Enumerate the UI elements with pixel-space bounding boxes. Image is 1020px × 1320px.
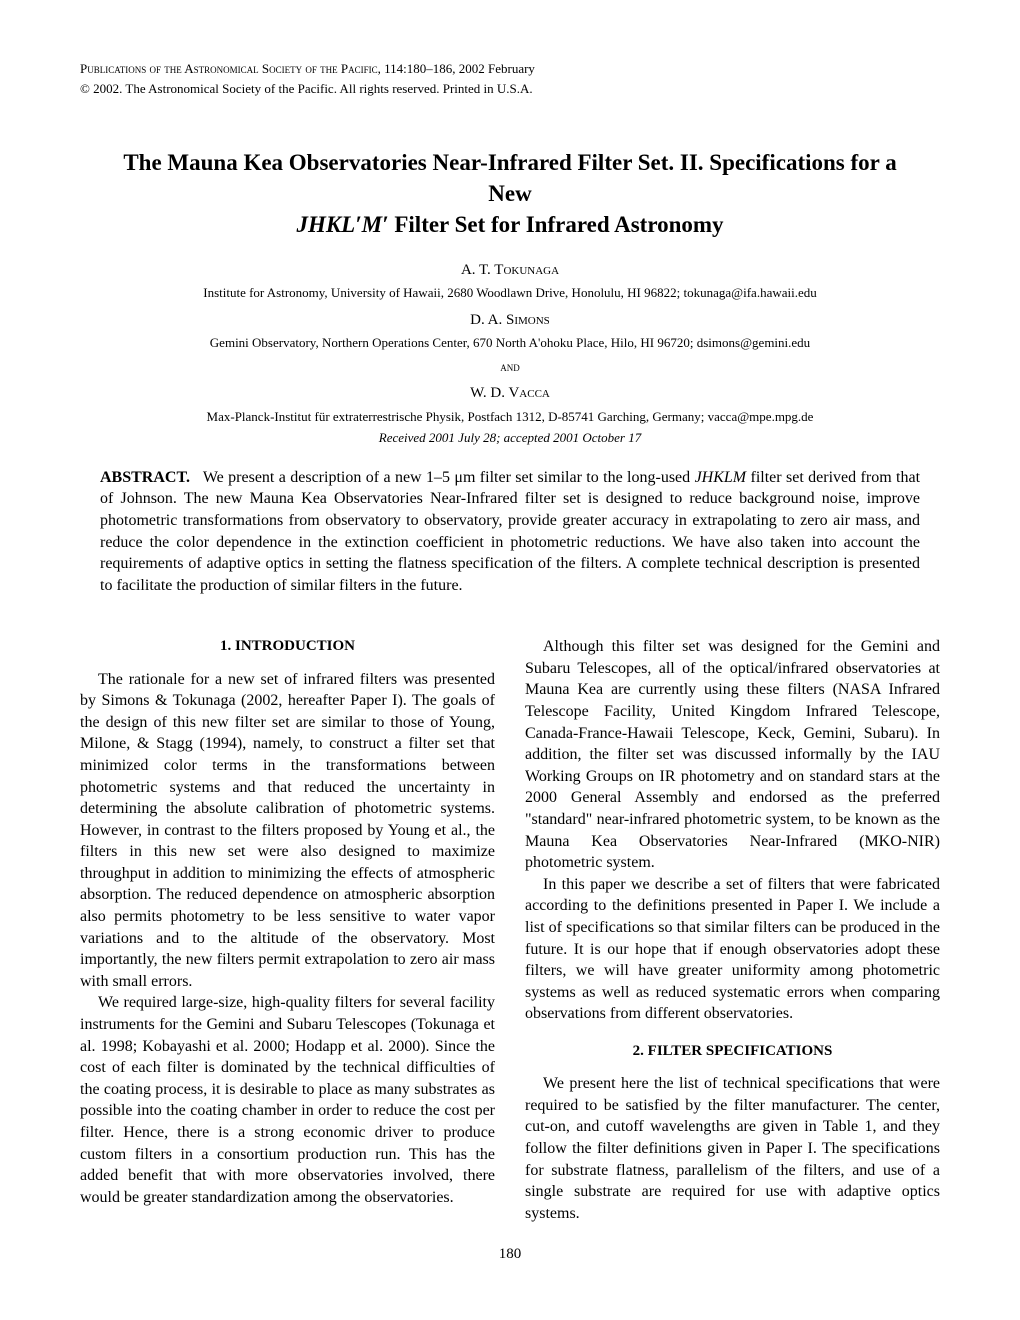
title-line-2-rest: Filter Set for Infrared Astronomy (394, 212, 723, 237)
received-date: Received 2001 July 28; accepted 2001 Oct… (80, 429, 940, 447)
filterspec-p1: We present here the list of technical sp… (525, 1073, 940, 1224)
author-1-affiliation: Institute for Astronomy, University of H… (80, 284, 940, 302)
body-columns: 1. INTRODUCTION The rationale for a new … (80, 636, 940, 1224)
author-2-name: D. A. Simons (80, 310, 940, 330)
author-3-affiliation: Max-Planck-Institut für extraterrestrisc… (80, 408, 940, 426)
journal-name: Publications of the Astronomical Society… (80, 61, 378, 76)
and-separator: and (80, 358, 940, 376)
intro-p4: In this paper we describe a set of filte… (525, 874, 940, 1025)
intro-p2: We required large-size, high-quality fil… (80, 992, 495, 1208)
copyright-line: © 2002. The Astronomical Society of the … (80, 80, 940, 98)
section-1-heading: 1. INTRODUCTION (80, 636, 495, 656)
author-2-affiliation: Gemini Observatory, Northern Operations … (80, 334, 940, 352)
page-number: 180 (80, 1244, 940, 1264)
paper-title: The Mauna Kea Observatories Near-Infrare… (120, 147, 900, 240)
author-1-name: A. T. Tokunaga (80, 260, 940, 280)
section-2-heading: 2. FILTER SPECIFICATIONS (525, 1041, 940, 1061)
intro-p1: The rationale for a new set of infrared … (80, 669, 495, 993)
title-line-1: The Mauna Kea Observatories Near-Infrare… (123, 150, 896, 206)
abstract-label: ABSTRACT. (100, 469, 190, 486)
volume-pages: 114:180–186, 2002 February (384, 61, 535, 76)
intro-p3: Although this filter set was designed fo… (525, 636, 940, 874)
abstract-block: ABSTRACT. We present a description of a … (100, 467, 920, 597)
author-3-name: W. D. Vacca (80, 383, 940, 403)
journal-header: Publications of the Astronomical Society… (80, 60, 940, 78)
